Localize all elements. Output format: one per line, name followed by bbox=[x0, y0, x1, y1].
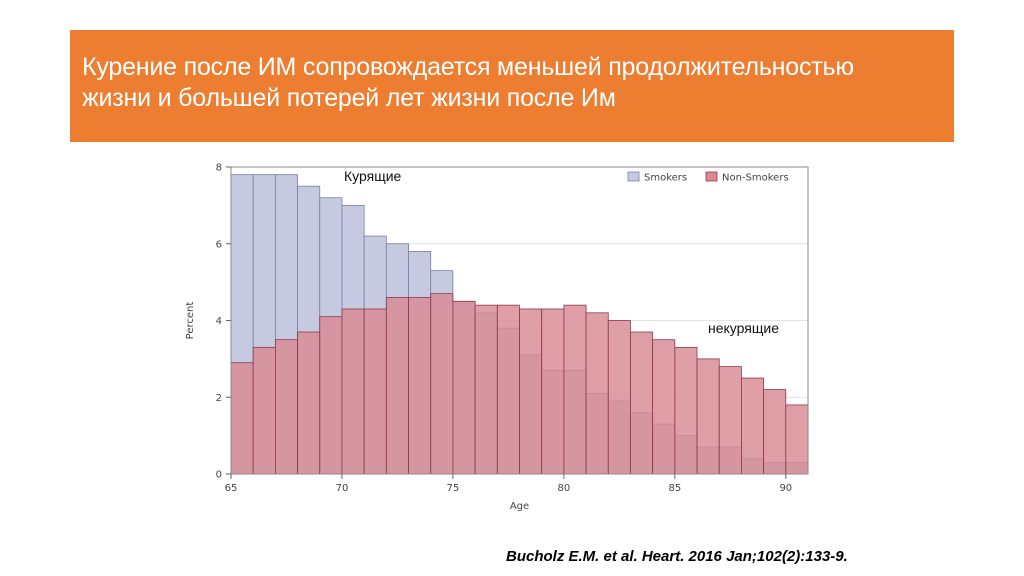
legend: Smokers Non-Smokers bbox=[627, 171, 789, 184]
legend-swatch-smokers bbox=[627, 171, 640, 182]
legend-label-nonsmokers: Non-Smokers bbox=[722, 173, 789, 184]
nonsmokers-bar bbox=[674, 346, 698, 475]
histogram-chart: 0 2 4 6 8 65 70 75 80 85 90 Age Percent Smokers Non-S… bbox=[185, 163, 809, 512]
legend-label-smokers: Smokers bbox=[644, 173, 687, 184]
nonsmokers-bar bbox=[430, 293, 454, 475]
nonsmokers-bar bbox=[785, 404, 809, 475]
citation: Bucholz E.M. et al. Heart. 2016 Jan;102(… bbox=[506, 548, 848, 565]
y-tick-label: 8 bbox=[216, 163, 222, 174]
x-tick-label: 70 bbox=[336, 483, 349, 494]
nonsmokers-bar bbox=[274, 339, 298, 475]
slide-title: Курение после ИМ сопровождается меньшей … bbox=[82, 53, 854, 112]
nonsmokers-bar bbox=[452, 300, 476, 475]
nonsmokers-bar bbox=[763, 389, 787, 475]
nonsmokers-annotation: некурящие bbox=[708, 320, 779, 336]
smokers-annotation: Курящие bbox=[344, 168, 402, 184]
chart-container: 0 2 4 6 8 65 70 75 80 85 90 Age Percent Smokers Non-S… bbox=[176, 155, 826, 515]
axes: 0 2 4 6 8 65 70 75 80 85 90 Age Percent bbox=[185, 163, 809, 512]
nonsmokers-bar bbox=[408, 297, 432, 475]
nonsmokers-bars bbox=[230, 293, 809, 475]
nonsmokers-bar bbox=[607, 320, 631, 475]
title-bar: Курение после ИМ сопровождается меньшей … bbox=[70, 30, 954, 142]
y-tick-label: 6 bbox=[216, 239, 222, 250]
nonsmokers-bar bbox=[297, 331, 321, 475]
nonsmokers-bar bbox=[341, 308, 365, 475]
x-tick-label: 80 bbox=[558, 483, 571, 494]
nonsmokers-bar bbox=[319, 316, 343, 475]
nonsmokers-bar bbox=[519, 308, 543, 475]
nonsmokers-bar bbox=[230, 362, 254, 475]
nonsmokers-bar bbox=[741, 377, 765, 475]
x-axis-label: Age bbox=[510, 501, 529, 512]
x-tick-label: 90 bbox=[779, 483, 792, 494]
nonsmokers-bar bbox=[541, 308, 565, 475]
nonsmokers-bar bbox=[252, 346, 276, 475]
nonsmokers-bar bbox=[363, 308, 387, 475]
nonsmokers-bar bbox=[385, 297, 409, 475]
nonsmokers-bar bbox=[652, 339, 676, 475]
nonsmokers-bar bbox=[718, 366, 742, 475]
nonsmokers-bar bbox=[496, 304, 520, 475]
x-tick-label: 65 bbox=[225, 483, 238, 494]
nonsmokers-bar bbox=[474, 304, 498, 475]
legend-swatch-nonsmokers bbox=[705, 171, 718, 182]
y-tick-label: 4 bbox=[216, 316, 222, 327]
nonsmokers-bar bbox=[563, 304, 587, 475]
x-tick-label: 75 bbox=[447, 483, 460, 494]
nonsmokers-bar bbox=[696, 358, 720, 475]
nonsmokers-bar bbox=[630, 331, 654, 475]
y-axis-label: Percent bbox=[185, 302, 196, 340]
x-tick-label: 85 bbox=[668, 483, 681, 494]
y-tick-label: 0 bbox=[216, 470, 222, 481]
y-tick-label: 2 bbox=[216, 393, 222, 404]
nonsmokers-bar bbox=[585, 312, 609, 475]
